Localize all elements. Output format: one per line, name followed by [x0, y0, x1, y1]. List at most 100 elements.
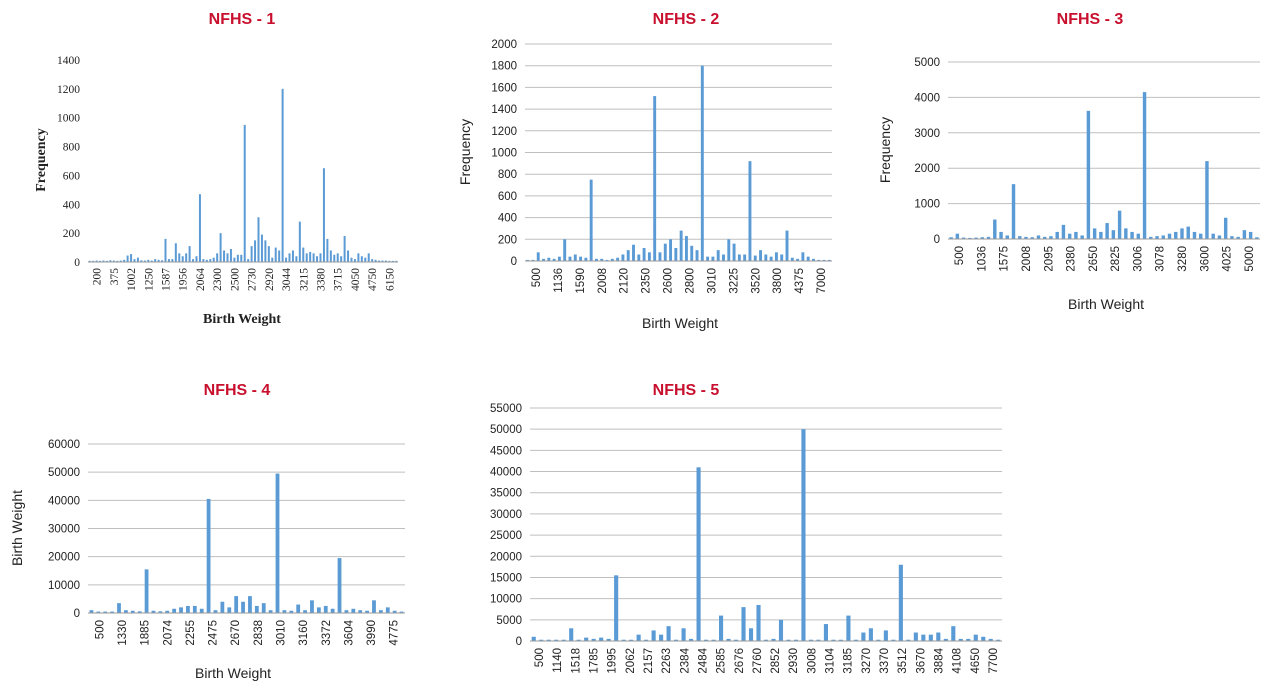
y-tick-label: 600 [498, 191, 517, 203]
bar [955, 233, 960, 239]
y-tick-label: 30000 [490, 509, 522, 521]
bar [150, 260, 153, 262]
bar [786, 639, 791, 641]
bar [288, 253, 291, 262]
x-tick-label: 1330 [117, 620, 129, 646]
bar [1061, 224, 1066, 239]
y-tick-label: 30000 [48, 524, 80, 536]
x-tick-label: 1518 [570, 648, 582, 674]
x-tick-label: 3520 [750, 268, 762, 294]
bar [147, 259, 150, 262]
bar [531, 259, 535, 261]
y-tick-label: 0 [511, 256, 517, 268]
chart-title: NFHS - 3 [1057, 11, 1124, 28]
bar [116, 260, 119, 262]
bar [371, 259, 374, 262]
bar [658, 252, 662, 261]
bar [89, 610, 94, 613]
bar [260, 234, 263, 262]
bar [1199, 233, 1203, 239]
bar [119, 260, 122, 262]
bar [695, 250, 699, 261]
x-tick-label: 2676 [734, 648, 746, 674]
bar [1248, 231, 1253, 239]
x-tick-label: 3512 [897, 648, 909, 674]
x-tick-label: 4375 [794, 268, 806, 294]
bar [722, 254, 725, 261]
bar [261, 603, 266, 613]
bar [883, 630, 888, 641]
x-tick-label: 3884 [933, 647, 945, 673]
bar [684, 236, 688, 261]
bar [195, 256, 198, 262]
bar [136, 257, 139, 262]
bar [367, 253, 370, 262]
bar [378, 260, 381, 262]
x-tick-label: 2920 [264, 268, 276, 291]
bar [1055, 231, 1059, 239]
x-tick-label: 1785 [589, 648, 601, 674]
y-tick-label: 3000 [914, 128, 940, 140]
bar [165, 610, 170, 613]
bar [796, 258, 800, 261]
y-tick-label: 1200 [57, 84, 80, 96]
y-tick-label: 20000 [48, 552, 80, 564]
bar [1117, 210, 1122, 239]
bar [137, 611, 142, 613]
bar [759, 250, 762, 261]
y-tick-label: 0 [74, 608, 80, 620]
bar [312, 253, 315, 262]
bar [350, 257, 353, 262]
x-tick-label: 2852 [770, 648, 782, 674]
x-tick-label: 2255 [185, 620, 197, 646]
bar [1080, 235, 1084, 239]
bar [343, 236, 346, 262]
bar [951, 626, 956, 641]
bar [756, 604, 761, 641]
bar [1255, 237, 1259, 239]
x-tick-label: 3078 [1155, 246, 1167, 272]
x-tick-label: 3370 [879, 648, 891, 674]
bar [378, 610, 383, 613]
bar [243, 124, 246, 262]
bar [1030, 237, 1034, 239]
bar [823, 624, 828, 641]
bar [579, 256, 583, 261]
x-tick-label: 2730 [247, 268, 259, 291]
y-tick-label: 10000 [48, 580, 80, 592]
x-tick-label: 1140 [552, 648, 564, 673]
x-tick-label: 2600 [663, 268, 675, 294]
bar [289, 610, 294, 613]
bar [700, 65, 704, 261]
bar [1167, 233, 1172, 239]
bar [161, 260, 164, 262]
y-tick-label: 45000 [490, 445, 522, 457]
x-tick-label: 1002 [126, 268, 138, 291]
bar [771, 638, 776, 641]
chart-title: NFHS - 2 [653, 11, 720, 28]
x-tick-label: 3372 [321, 620, 333, 646]
bar [95, 260, 98, 262]
bar [606, 638, 611, 641]
bar [296, 604, 301, 613]
x-axis-title: Birth Weight [1068, 296, 1144, 312]
bar [123, 259, 126, 262]
bar [344, 610, 349, 613]
x-tick-label: 2484 [697, 647, 709, 673]
bar [226, 253, 229, 262]
bar [220, 601, 225, 613]
y-tick-label: 4000 [914, 92, 940, 104]
bar [172, 608, 177, 613]
bar [281, 88, 284, 262]
bar [610, 258, 614, 261]
y-tick-label: 40000 [490, 467, 522, 479]
bar [351, 608, 356, 613]
x-tick-label: 3670 [915, 648, 927, 674]
bar [167, 259, 170, 262]
bar [333, 254, 336, 262]
x-tick-label: 1885 [140, 620, 152, 646]
x-tick-label: 4050 [350, 268, 362, 291]
bar [391, 260, 394, 262]
bar [780, 254, 784, 261]
bar [267, 246, 270, 262]
